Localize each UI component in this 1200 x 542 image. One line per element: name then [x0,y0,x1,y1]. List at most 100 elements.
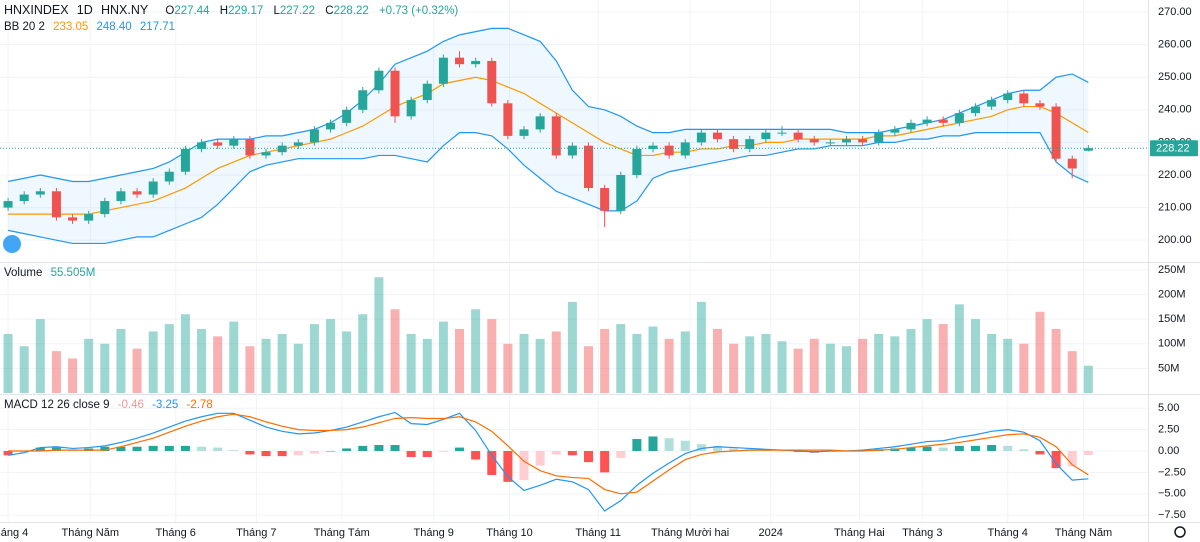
candle-body [3,201,13,208]
volume-bar [100,343,110,393]
candle-body [519,129,529,136]
volume-bar [567,301,577,393]
volume-bar [245,346,255,393]
y-tick-label: 250.00 [1158,71,1192,83]
macd-histogram-bar [600,451,610,473]
volume-bar [132,348,142,393]
candle-body [487,60,497,104]
volume-bar [938,324,948,393]
volume-bar [632,333,642,393]
macd-histogram-bar [632,439,642,452]
volume-bar [261,338,271,393]
y-tick-label: 2.50 [1158,424,1179,436]
symbol[interactable]: HNXINDEX [4,3,69,17]
candle-body [970,106,980,114]
last-price-label: 228.22 [1156,143,1190,155]
volume-bar [761,333,771,393]
volume-bar [890,336,900,393]
volume-bar [551,331,561,393]
candle-body [438,57,448,84]
candle-body [632,148,642,175]
candle-body [309,129,319,143]
candle-body [471,60,481,65]
volume-bar [455,328,465,393]
macd-histogram-bar [261,451,271,457]
bb-lower-value: 217.71 [139,21,176,33]
macd-histogram-bar [213,447,223,452]
ohlc: C228.22 [325,5,374,17]
candle-body [406,100,416,117]
macd-histogram-bar [519,451,529,481]
candle-body [213,142,223,146]
candle-body [374,70,384,91]
volume-bar [19,346,29,393]
bb-legend: BB 20 2 233.05 248.40 217.71 [4,21,180,33]
volume-bar [1019,343,1029,393]
macd-histogram-bar [680,440,690,452]
candle-body [35,191,45,195]
macd-name[interactable]: MACD 12 26 close 9 [4,399,110,411]
volume-bar [374,277,384,393]
candle-body [68,217,78,221]
macd-histogram-bar [551,451,561,455]
macd-histogram-bar [197,446,207,452]
macd-histogram-bar [100,446,110,452]
macd-histogram-bar [390,445,400,452]
candle-body [938,119,948,123]
bb-name[interactable]: BB 20 2 [4,21,45,33]
volume-bar [84,338,94,393]
volume-bar [777,341,787,393]
close-value: 228.22 [333,5,369,17]
ohlc: L227.22 [273,5,320,17]
macd-histogram-bar [906,447,916,452]
macd-histogram-bar [471,451,481,460]
candle-body [761,132,771,140]
x-tick-label: Tháng Năm [1055,527,1112,539]
macd-histogram-bar [245,451,255,455]
bb-upper-value: 248.40 [96,21,132,33]
volume-bar [954,304,964,393]
volume-bar [1067,351,1077,393]
candle-body [777,132,787,134]
volume-name[interactable]: Volume [4,267,43,279]
volume-bar [922,319,932,393]
candle-body [584,145,594,189]
change: +0.73 (+0.32%) [378,5,459,17]
volume-bar [809,338,819,393]
volume-bar [68,358,78,393]
volume-bar [51,351,61,393]
candle-body [245,139,255,156]
candle-body [600,188,610,211]
y-tick-label: 260.00 [1158,39,1192,51]
candle-body [696,132,706,143]
candle-body [100,201,110,215]
macd-histogram-bar [713,445,722,452]
volume-bar [906,328,916,393]
volume-bar [713,328,722,393]
macd-histogram-bar [696,444,706,452]
x-tick-label: Tháng 9 [414,527,454,539]
y-tick-label: 200M [1158,288,1186,300]
volume-bar [487,319,497,393]
volume-bar [680,331,690,393]
macd-histogram-bar [487,451,497,475]
candle-body [180,148,190,172]
interval[interactable]: 1D [76,3,93,17]
volume-bar [35,319,45,393]
candle-body [1019,93,1029,104]
candle-body [809,139,819,143]
volume-bar [277,333,287,393]
candle-body [1083,148,1093,151]
open-value: 227.44 [174,5,210,17]
macd-histogram-bar [3,451,13,456]
candle-body [616,174,626,211]
y-tick-label: −7.50 [1158,509,1186,521]
macd-histogram-bar [342,448,352,452]
x-tick-label: Tháng Mười hai [651,527,729,539]
candle-body [51,191,61,218]
candle-body [1051,106,1061,159]
macd-histogram-bar [777,451,787,452]
macd-histogram-bar [422,451,432,458]
logo [3,235,21,253]
candle-body [922,119,932,123]
